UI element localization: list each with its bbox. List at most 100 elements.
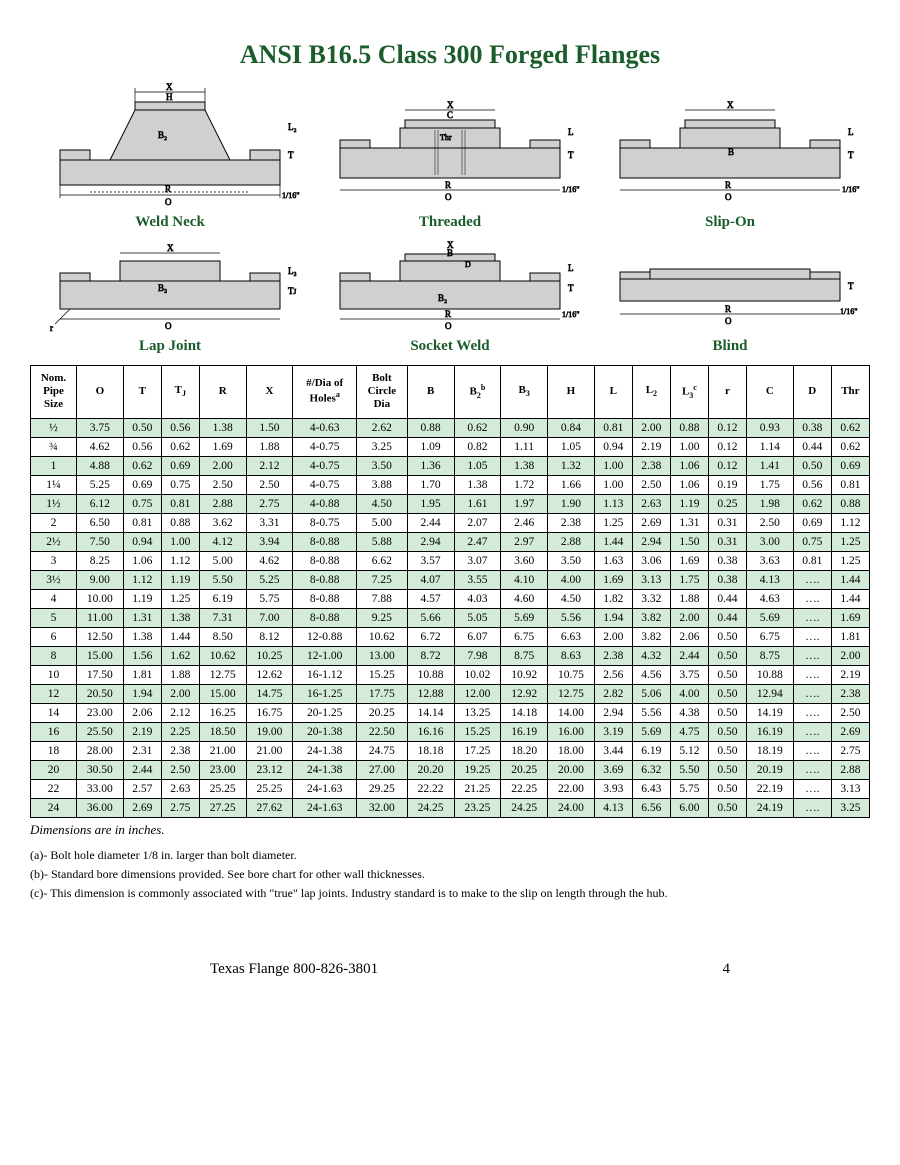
table-cell: 5 — [31, 608, 77, 627]
table-cell: 1.69 — [594, 570, 632, 589]
table-cell: 2.00 — [161, 684, 199, 703]
table-cell: 4.32 — [632, 646, 670, 665]
svg-text:T: T — [288, 150, 294, 160]
table-cell: 2.75 — [831, 741, 869, 760]
svg-text:T: T — [568, 150, 574, 160]
table-cell: 0.31 — [708, 532, 746, 551]
table-cell: 5.00 — [356, 513, 407, 532]
table-cell: 22.50 — [356, 722, 407, 741]
table-cell: 27.25 — [199, 798, 246, 817]
table-cell: 0.75 — [123, 494, 161, 513]
table-cell: 20-1.38 — [293, 722, 357, 741]
table-cell: 0.50 — [708, 741, 746, 760]
table-row: 1423.002.062.1216.2516.7520-1.2520.2514.… — [31, 703, 870, 722]
table-cell: 8.75 — [746, 646, 793, 665]
table-cell: 1.06 — [670, 456, 708, 475]
table-cell: 22.25 — [501, 779, 548, 798]
diagram-label: Threaded — [310, 214, 590, 231]
table-row: 1½6.120.750.812.882.754-0.884.501.951.61… — [31, 494, 870, 513]
svg-text:C: C — [447, 110, 453, 120]
table-cell: 1.09 — [407, 437, 454, 456]
diagram-lap-joint: X B₃ O L₃ TJ r Lap Joint — [30, 239, 310, 355]
table-cell: 6.75 — [501, 627, 548, 646]
svg-text:B₃: B₃ — [158, 283, 167, 293]
table-row: 26.500.810.883.623.318-0.755.002.442.072… — [31, 513, 870, 532]
table-cell: 24.75 — [356, 741, 407, 760]
table-cell: 15.00 — [199, 684, 246, 703]
column-header: B — [407, 366, 454, 419]
table-cell: …. — [793, 646, 831, 665]
table-cell: 1.44 — [831, 570, 869, 589]
table-cell: …. — [793, 741, 831, 760]
table-cell: 3.75 — [670, 665, 708, 684]
table-cell: 0.90 — [501, 418, 548, 437]
table-cell: 12.88 — [407, 684, 454, 703]
table-cell: 6.50 — [76, 513, 123, 532]
table-cell: 21.25 — [454, 779, 501, 798]
dimensions-note: Dimensions are in inches. — [30, 822, 870, 838]
table-cell: 8.72 — [407, 646, 454, 665]
table-cell: 0.50 — [708, 684, 746, 703]
table-cell: 1.05 — [548, 437, 595, 456]
table-cell: 1¼ — [31, 475, 77, 494]
blind-icon: O R T 1/16" — [600, 239, 860, 334]
table-cell: 3.94 — [246, 532, 293, 551]
table-cell: 3.55 — [454, 570, 501, 589]
column-header: B3 — [501, 366, 548, 419]
table-cell: 23.12 — [246, 760, 293, 779]
table-cell: 22.19 — [746, 779, 793, 798]
table-cell: 14.00 — [548, 703, 595, 722]
table-cell: 16.00 — [548, 722, 595, 741]
table-cell: 1.25 — [594, 513, 632, 532]
svg-text:R: R — [445, 180, 451, 190]
column-header: R — [199, 366, 246, 419]
table-cell: 0.88 — [831, 494, 869, 513]
table-cell: 12.75 — [548, 684, 595, 703]
table-cell: 0.62 — [161, 437, 199, 456]
svg-text:T: T — [568, 283, 574, 293]
table-cell: 12.62 — [246, 665, 293, 684]
table-cell: 1.94 — [123, 684, 161, 703]
table-cell: …. — [793, 627, 831, 646]
table-cell: 2.00 — [199, 456, 246, 475]
table-cell: 12.92 — [501, 684, 548, 703]
table-cell: 2.88 — [199, 494, 246, 513]
svg-text:O: O — [725, 192, 732, 202]
table-cell: 2.06 — [123, 703, 161, 722]
table-cell: 20.50 — [76, 684, 123, 703]
table-cell: 0.12 — [708, 437, 746, 456]
table-cell: 0.81 — [161, 494, 199, 513]
table-cell: 1.00 — [670, 437, 708, 456]
svg-text:O: O — [725, 316, 732, 326]
table-row: 2030.502.442.5023.0023.1224-1.3827.0020.… — [31, 760, 870, 779]
table-cell: 21.00 — [199, 741, 246, 760]
table-cell: 8.63 — [548, 646, 595, 665]
table-cell: 16.25 — [199, 703, 246, 722]
diagram-label: Blind — [590, 338, 870, 355]
footnote-a: (a)- Bolt hole diameter 1/8 in. larger t… — [30, 848, 870, 863]
table-cell: 0.31 — [708, 513, 746, 532]
table-cell: 0.44 — [708, 608, 746, 627]
table-cell: 4.62 — [76, 437, 123, 456]
table-cell: 1.72 — [501, 475, 548, 494]
table-cell: 20.19 — [746, 760, 793, 779]
table-cell: 16.19 — [746, 722, 793, 741]
table-cell: 14.19 — [746, 703, 793, 722]
svg-text:R: R — [725, 180, 731, 190]
table-cell: 1.06 — [670, 475, 708, 494]
table-row: 410.001.191.256.195.758-0.887.884.574.03… — [31, 589, 870, 608]
table-cell: 0.50 — [793, 456, 831, 475]
table-cell: 1.95 — [407, 494, 454, 513]
table-cell: 2.00 — [594, 627, 632, 646]
table-cell: 1½ — [31, 494, 77, 513]
svg-text:Thr: Thr — [440, 133, 452, 142]
table-cell: 0.81 — [831, 475, 869, 494]
table-cell: 1.11 — [501, 437, 548, 456]
table-cell: 1.12 — [831, 513, 869, 532]
table-cell: 17.75 — [356, 684, 407, 703]
table-cell: 10 — [31, 665, 77, 684]
table-cell: 4.60 — [501, 589, 548, 608]
table-cell: 2.19 — [632, 437, 670, 456]
table-cell: …. — [793, 798, 831, 817]
column-header: BoltCircleDia — [356, 366, 407, 419]
